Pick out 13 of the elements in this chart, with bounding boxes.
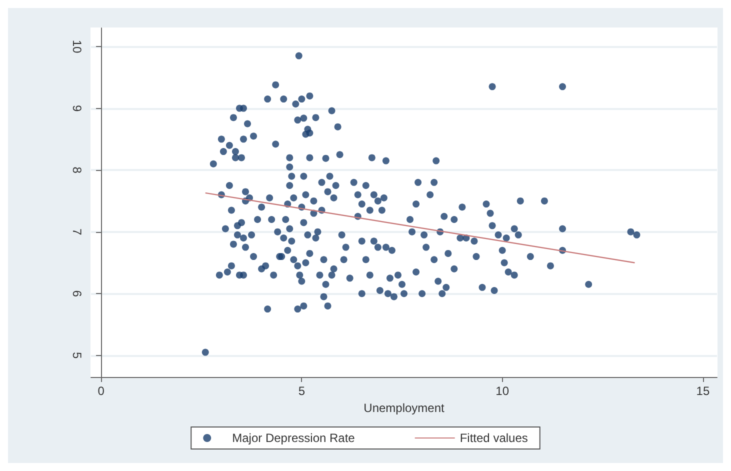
legend-label: Major Depression Rate: [232, 431, 356, 445]
x-tick-label: 0: [98, 384, 105, 398]
y-tick-label: 8: [70, 166, 84, 174]
y-tick-label: 10: [70, 40, 84, 54]
y-tick-label: 6: [70, 290, 84, 298]
x-axis-title: Unemployment: [364, 400, 446, 415]
y-tick-label: 7: [70, 228, 84, 236]
x-tick-label: 10: [496, 384, 510, 398]
legend-label: Fitted values: [460, 431, 528, 445]
y-tick-label: 5: [70, 352, 84, 360]
y-tick-label: 9: [70, 104, 84, 112]
x-tick-label: 5: [298, 384, 306, 398]
x-tick-label: 15: [696, 384, 710, 398]
